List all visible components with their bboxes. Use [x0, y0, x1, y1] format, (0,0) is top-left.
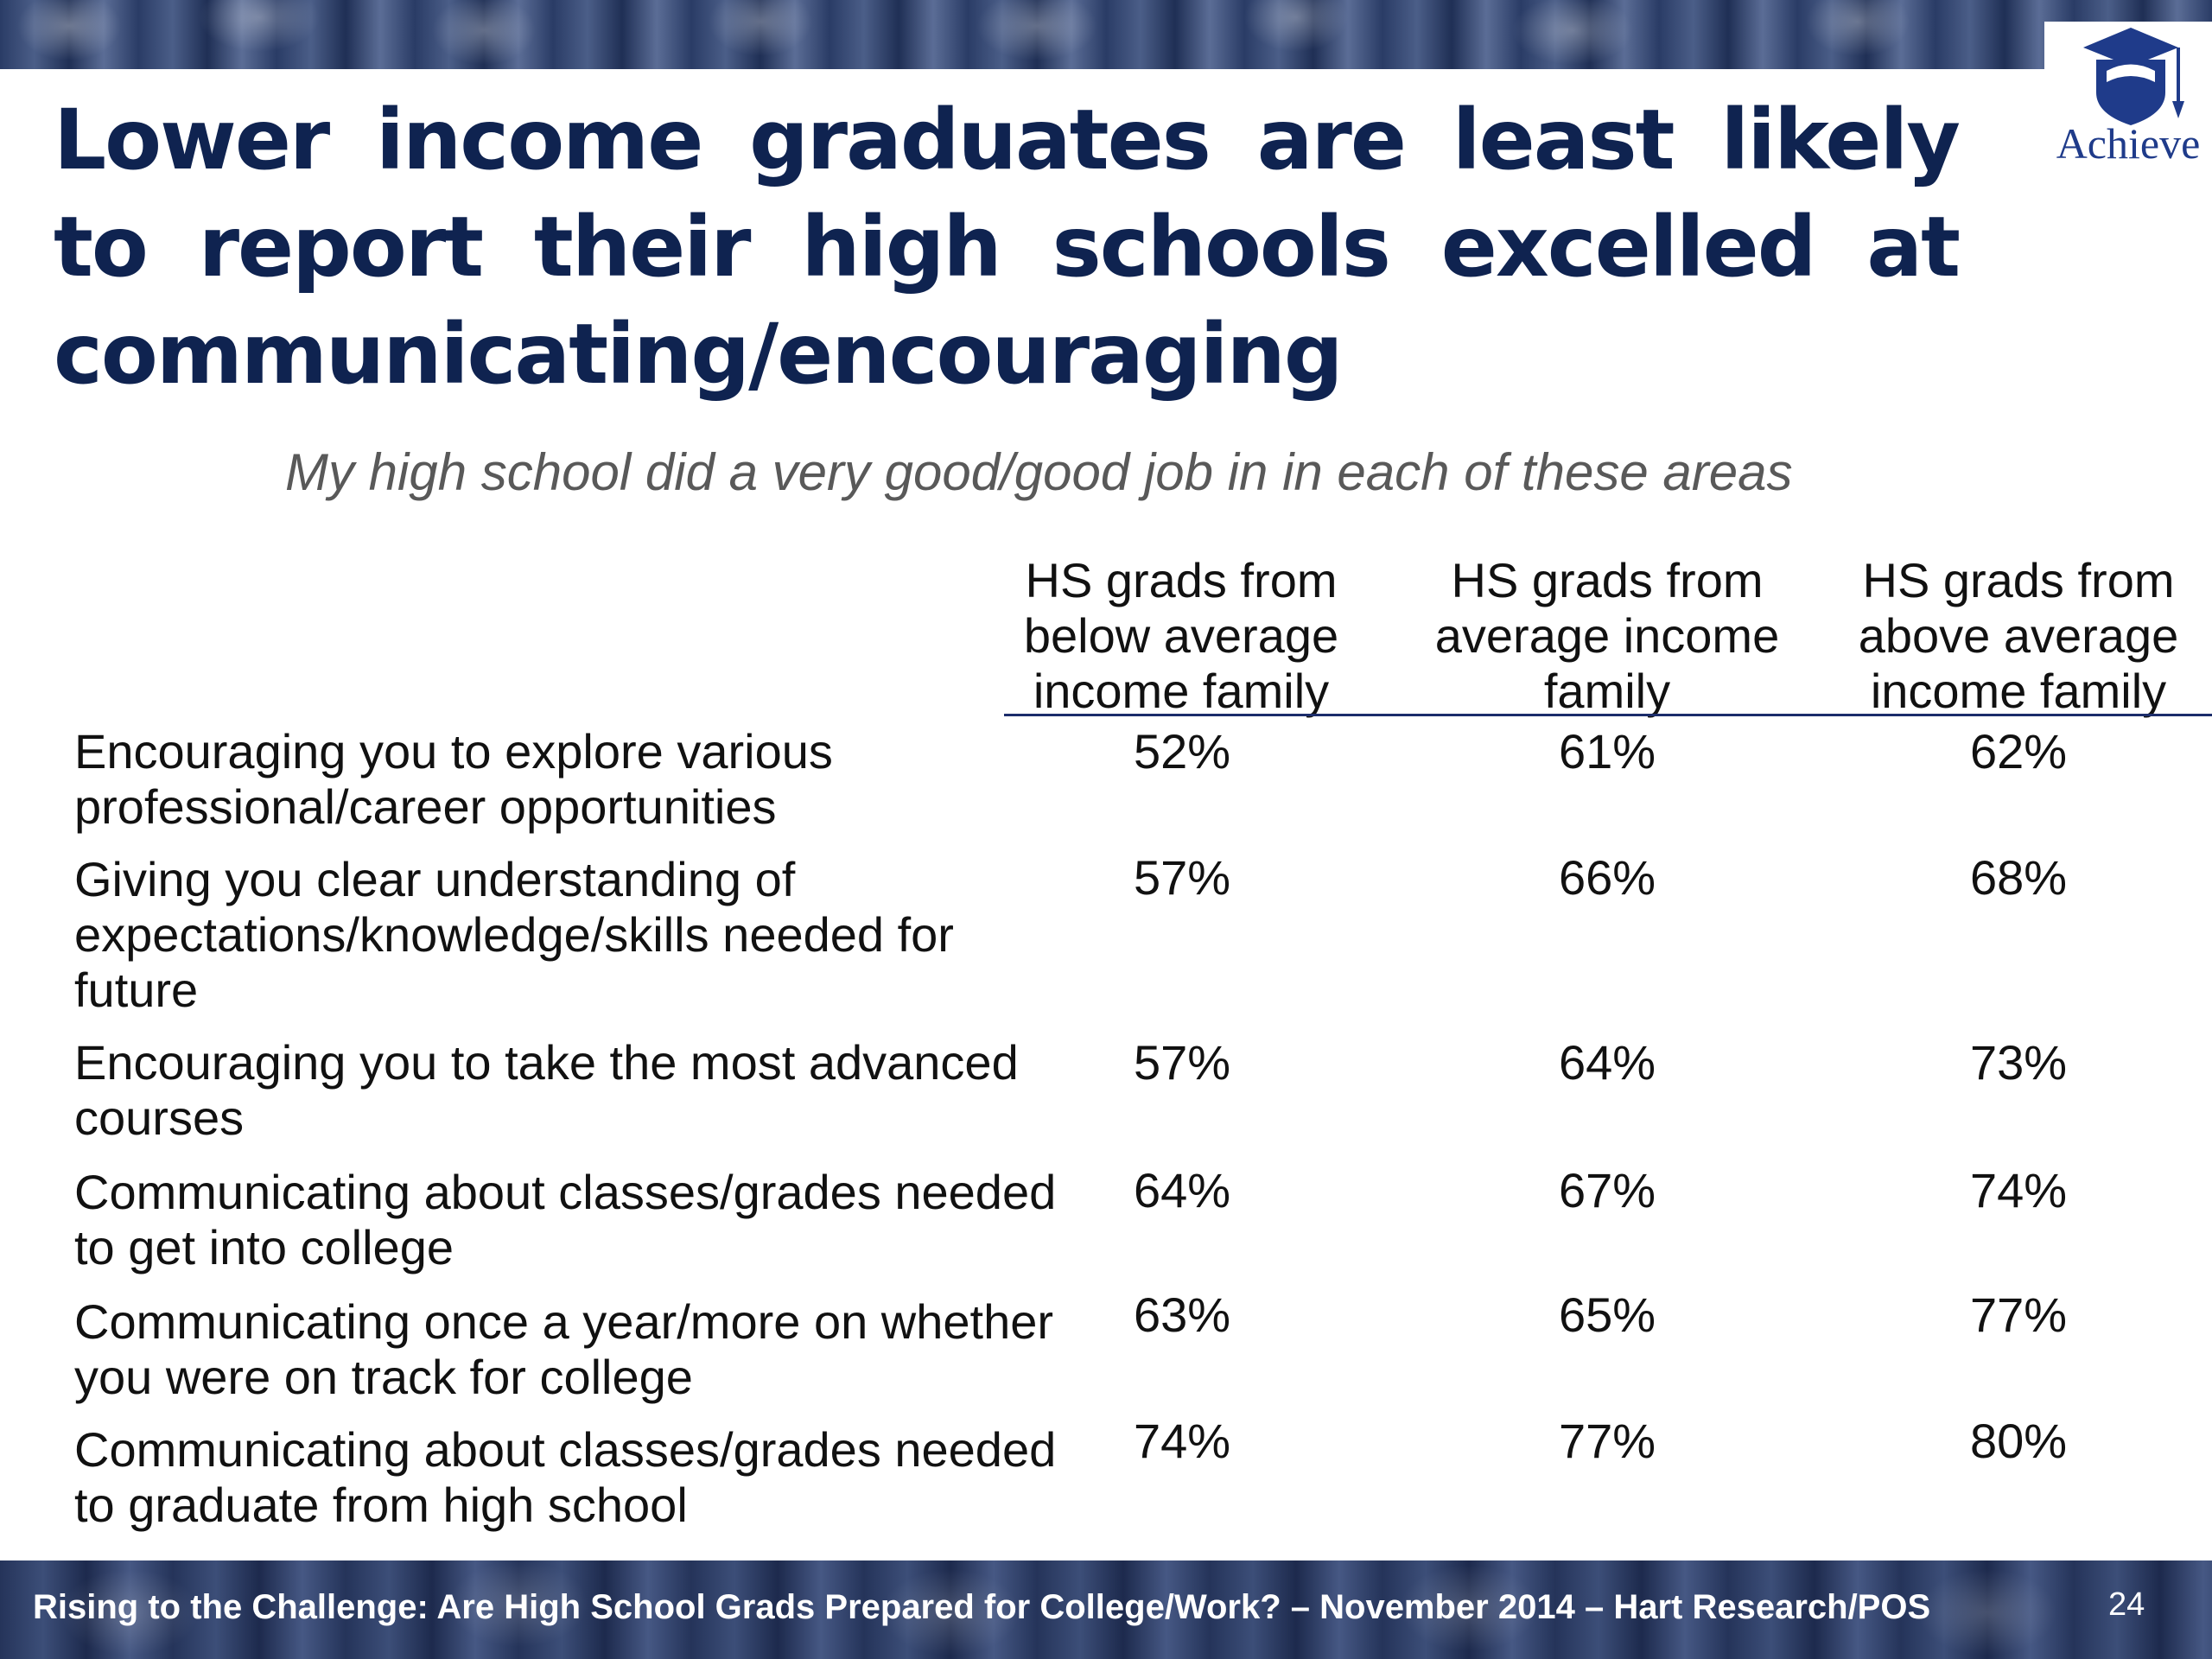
table-cell: 64% — [1133, 1163, 1231, 1217]
table-cell: 66% — [1558, 850, 1656, 905]
row-label-grades-for-college: Communicating about classes/grades neede… — [74, 1165, 1057, 1274]
table-cell: 74% — [1133, 1414, 1231, 1468]
table-cell: 63% — [1133, 1287, 1231, 1342]
table-cell: 77% — [1969, 1287, 2068, 1342]
column-header-average: HS grads from average income family — [1434, 553, 1780, 718]
column-header-above-average: HS grads from above average income famil… — [1858, 553, 2179, 718]
table-cell: 64% — [1558, 1035, 1656, 1090]
graduation-cap-shield-icon — [2083, 28, 2184, 125]
table-cell: 67% — [1558, 1163, 1656, 1217]
row-label-grades-to-graduate: Communicating about classes/grades neede… — [74, 1422, 1057, 1532]
column-header-below-average: HS grads from below average income famil… — [1023, 553, 1339, 718]
row-label-advanced-courses: Encouraging you to take the most advance… — [74, 1035, 1019, 1145]
table-cell: 74% — [1969, 1163, 2068, 1217]
page-title: Lower income graduates are least likely … — [54, 92, 1961, 403]
table-cell: 73% — [1969, 1035, 2068, 1090]
table-cell: 62% — [1969, 724, 2068, 779]
row-label-explore-careers: Encouraging you to explore various profe… — [74, 724, 833, 834]
table-cell: 61% — [1558, 724, 1656, 779]
row-label-on-track-for-college: Communicating once a year/more on whethe… — [74, 1294, 1054, 1404]
table-cell: 57% — [1133, 850, 1231, 905]
footer-photo-band — [0, 1560, 2212, 1659]
header-divider — [1004, 714, 2212, 716]
table-subtitle: My high school did a very good/good job … — [285, 443, 1793, 501]
table-cell: 52% — [1133, 724, 1231, 779]
table-cell: 80% — [1969, 1414, 2068, 1468]
achieve-logo: Achieve — [2044, 22, 2212, 168]
page-number: 24 — [2108, 1586, 2145, 1623]
row-label-clear-expectations: Giving you clear understanding of expect… — [74, 852, 954, 1017]
header-photo-band — [0, 0, 2212, 69]
table-cell: 77% — [1558, 1414, 1656, 1468]
table-cell: 57% — [1133, 1035, 1231, 1090]
table-cell: 65% — [1558, 1287, 1656, 1342]
logo-wordmark: Achieve — [2056, 119, 2201, 168]
footer-source: Rising to the Challenge: Are High School… — [33, 1588, 1931, 1626]
table-cell: 68% — [1969, 850, 2068, 905]
